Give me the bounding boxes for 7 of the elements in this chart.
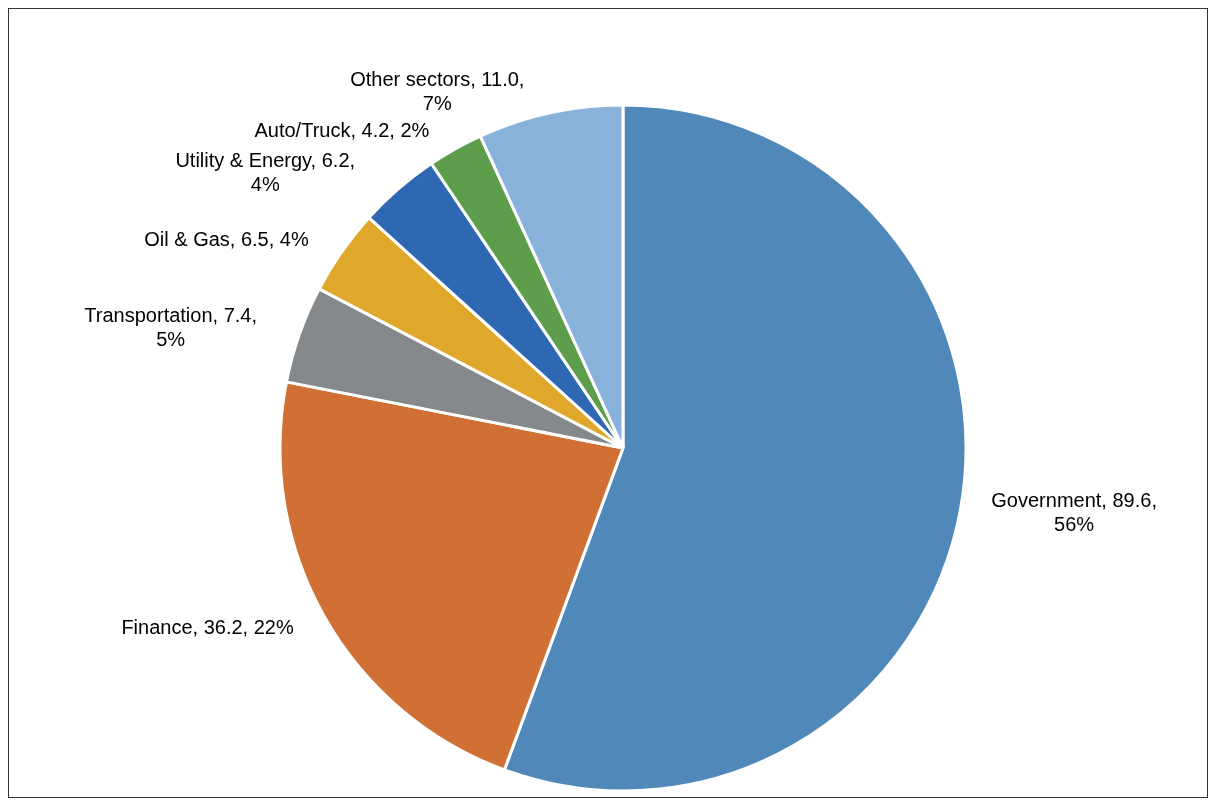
slice-label: Other sectors, 11.0, 7% — [350, 68, 525, 115]
slice-label: Auto/Truck, 4.2, 2% — [254, 118, 430, 141]
slice-label: Finance, 36.2, 22% — [121, 615, 294, 638]
slice-label: Transportation, 7.4, 5% — [84, 303, 258, 350]
slice-label: Oil & Gas, 6.5, 4% — [144, 228, 309, 251]
slice-label: Utility & Energy, 6.2, 4% — [175, 149, 356, 196]
slice-label: Government, 89.6, 56% — [991, 489, 1157, 536]
